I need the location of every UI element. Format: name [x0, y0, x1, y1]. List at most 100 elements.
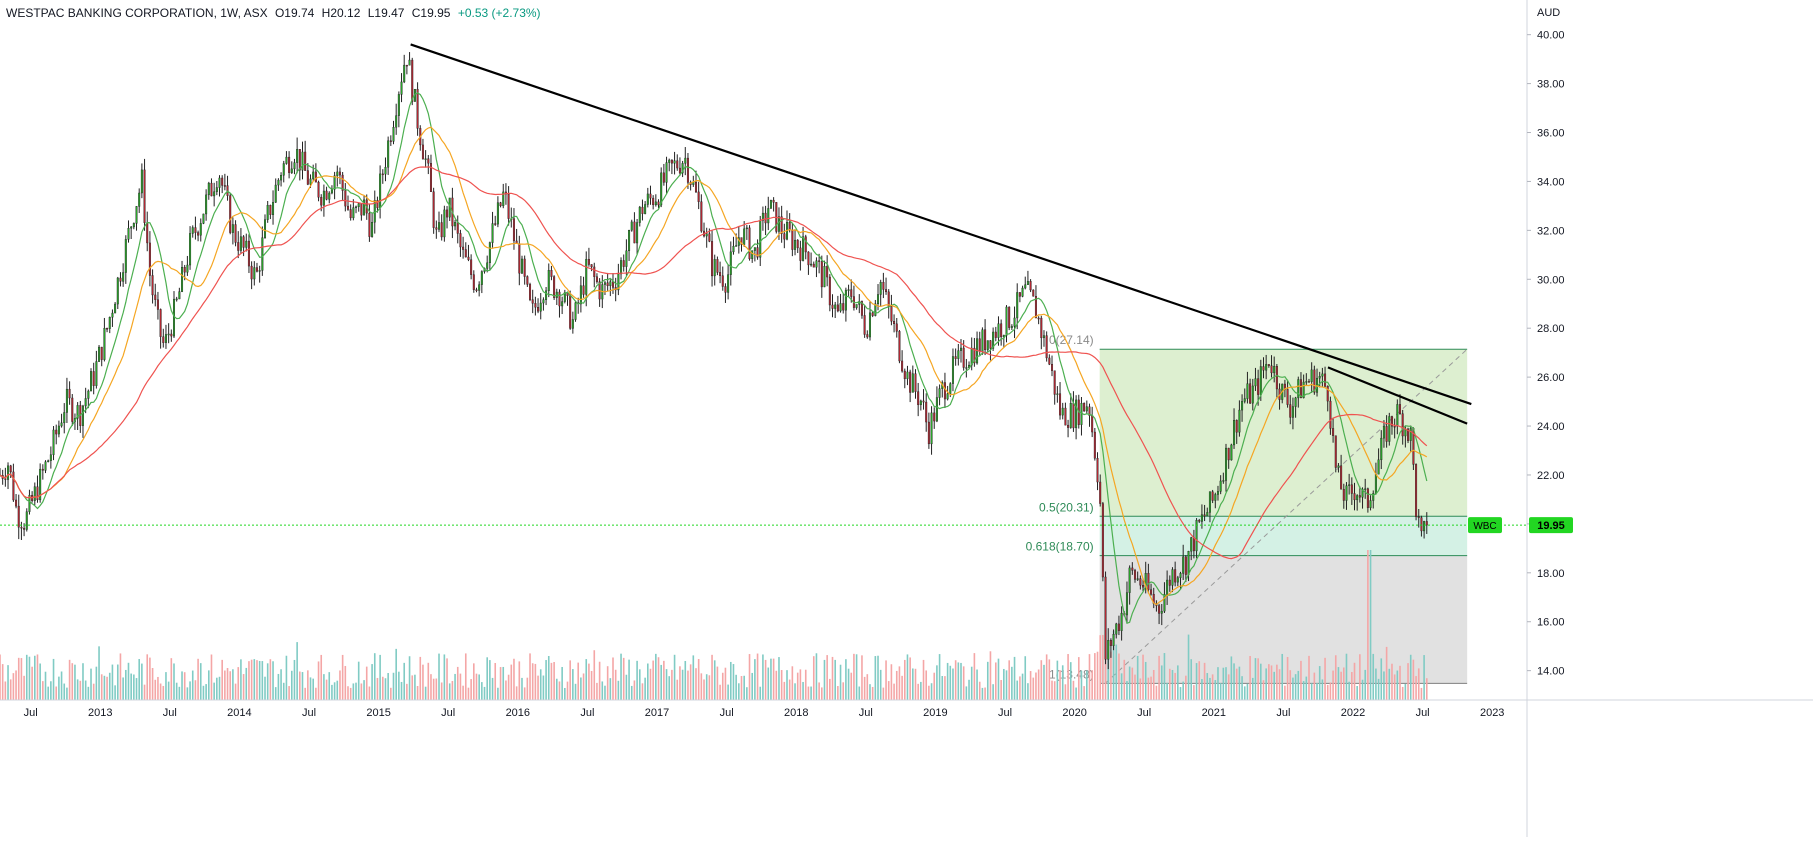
candle-body: [641, 206, 644, 214]
volume-bar: [1249, 656, 1251, 700]
candle-body: [585, 258, 588, 295]
volume-bar: [288, 686, 290, 700]
volume-bar: [125, 669, 127, 700]
volume-bar: [767, 667, 770, 700]
volume-bar: [478, 674, 480, 700]
volume-bar: [1198, 661, 1201, 700]
candle-body: [1337, 465, 1340, 468]
ma-slow-line: [0, 166, 1428, 560]
candle-body: [657, 201, 660, 206]
volume-bar: [344, 665, 347, 700]
volume-bar: [100, 674, 103, 700]
volume-bar: [713, 660, 716, 700]
volume-bar: [406, 683, 408, 700]
volume-bar: [213, 682, 215, 700]
candle-body: [1160, 610, 1163, 614]
volume-bar: [1396, 670, 1399, 700]
volume-bar: [984, 687, 986, 700]
volume-bar: [90, 668, 92, 700]
volume-bar: [847, 668, 850, 700]
volume-bar: [1187, 634, 1190, 700]
volume-bar: [989, 651, 992, 700]
candle-body: [812, 263, 815, 268]
volume-bar: [1118, 653, 1120, 700]
candle-body: [1128, 567, 1131, 593]
volume-bar: [1399, 665, 1401, 700]
volume-bar: [574, 683, 577, 700]
candle-body: [338, 171, 341, 176]
volume-bar: [772, 658, 775, 700]
time-tick-label: 2020: [1062, 707, 1086, 719]
candle-body: [119, 277, 122, 282]
volume-bar: [569, 660, 571, 700]
volume-bar: [368, 686, 371, 700]
candle-body: [63, 412, 66, 424]
volume-bar: [649, 668, 652, 700]
time-axis[interactable]: Jul 2013 Jul 2014 Jul 2015 Jul 2016 Jul 2017 Jul 20…: [0, 699, 1813, 719]
volume-bar: [218, 676, 221, 700]
candle-body: [981, 329, 984, 352]
candle-body: [189, 233, 192, 266]
candle-body: [705, 233, 708, 237]
volume-bar: [1217, 667, 1219, 700]
candle-body: [253, 267, 256, 280]
volume-bar: [871, 686, 874, 700]
candle-body: [446, 209, 449, 218]
volume-bar: [475, 673, 478, 700]
volume-bar: [692, 655, 695, 700]
volume-bar: [216, 677, 218, 700]
candle-body: [807, 251, 810, 266]
candle-body: [1307, 381, 1310, 383]
volume-bar: [1401, 686, 1404, 700]
candle-body: [927, 421, 930, 445]
candle-body: [229, 195, 232, 233]
volume-bar: [390, 687, 392, 700]
volume-bar: [965, 686, 968, 700]
candle-body: [7, 465, 10, 480]
volume-bar: [400, 681, 403, 700]
candle-body: [1203, 514, 1206, 517]
time-tick-label: 2017: [645, 707, 669, 719]
volume-bar: [1177, 665, 1179, 700]
candle-body: [39, 468, 42, 501]
volume-bar: [1099, 635, 1102, 700]
candle-body: [1096, 458, 1099, 483]
candle-body: [392, 127, 395, 142]
volume-bar: [703, 679, 705, 700]
volume-bar: [253, 659, 256, 700]
candle-body: [1051, 364, 1054, 371]
candle-body: [44, 461, 47, 471]
candle-body: [1171, 569, 1174, 586]
candle-body: [877, 294, 880, 305]
candle-body: [438, 222, 441, 230]
volume-bar: [183, 672, 186, 700]
candle-body: [826, 266, 829, 278]
volume-bar: [681, 669, 684, 700]
volume-bar: [746, 687, 748, 700]
candle-body: [1361, 489, 1364, 498]
candle-body: [777, 216, 780, 232]
candle-body: [1187, 551, 1190, 575]
volume-bar: [181, 671, 183, 700]
fib-retracement[interactable]: 0(27.14)0.5(20.31)0.618(18.70)1(13.48): [1026, 333, 1468, 684]
volume-bar: [1131, 667, 1134, 700]
price-axis[interactable]: AUD 40.00 38.00 36.00 34.00 32.00 30.00 28.00 26…: [1526, 0, 1565, 837]
volume-bar: [470, 679, 472, 700]
candle-body: [1115, 623, 1118, 635]
volume-bar: [419, 656, 422, 700]
candle-body: [1294, 397, 1297, 407]
time-tick-label: 2022: [1341, 707, 1365, 719]
candle-body: [828, 276, 831, 306]
trendlines[interactable]: [410, 43, 1472, 425]
volume-bar: [1393, 674, 1396, 700]
candle-body: [443, 209, 446, 238]
volume-bar: [625, 674, 628, 700]
candle-body: [395, 115, 398, 128]
volume-bar: [237, 667, 240, 700]
volume-bar: [802, 681, 804, 700]
volume-bar: [1348, 681, 1350, 700]
candle-body: [33, 486, 36, 501]
volume-bar: [486, 657, 488, 700]
